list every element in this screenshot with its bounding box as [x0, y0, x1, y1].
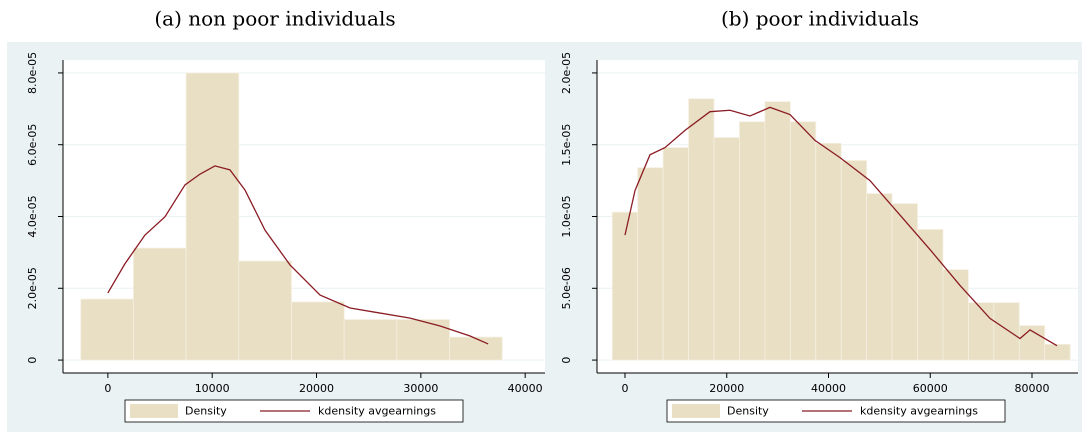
- density-line: [107, 165, 489, 345]
- legend-label: Density: [185, 405, 227, 418]
- histogram-bar: [133, 247, 187, 361]
- x-tick-label: 40000: [811, 382, 846, 395]
- histogram-bar: [343, 319, 398, 361]
- legend-label: Density: [727, 405, 769, 418]
- y-tick-label: 6.0e-05: [26, 124, 39, 166]
- x-tick-label: 0: [104, 382, 111, 395]
- histogram-bar: [713, 137, 740, 361]
- density-line: [624, 106, 1058, 347]
- y-tick-label: 5.0e-06: [560, 267, 573, 309]
- chart-title: (a) non poor individuals: [154, 7, 395, 31]
- histogram-bar: [449, 336, 503, 361]
- histogram-bar: [291, 301, 345, 361]
- histogram-bar: [942, 269, 969, 361]
- histogram-bar: [917, 229, 944, 361]
- chart-title: (b) poor individuals: [721, 7, 919, 31]
- legend-label: kdensity avgearnings: [860, 405, 978, 418]
- legend-swatch: [672, 404, 720, 418]
- histogram-bar: [840, 160, 868, 361]
- y-tick-label: 8.0e-05: [26, 52, 39, 94]
- y-tick-label: 0: [26, 357, 39, 364]
- x-tick-label: 20000: [709, 382, 744, 395]
- histogram-bar: [739, 121, 766, 361]
- histogram-bar: [396, 319, 450, 361]
- x-tick-label: 20000: [299, 382, 334, 395]
- histogram-bar: [637, 167, 664, 361]
- y-tick-label: 4.0e-05: [26, 195, 39, 237]
- x-tick-label: 10000: [195, 382, 230, 395]
- histogram-bar: [80, 298, 134, 361]
- legend-swatch: [130, 404, 178, 418]
- histogram-bar: [968, 302, 995, 361]
- y-tick-label: 1.5e-05: [560, 124, 573, 166]
- legend-label: kdensity avgearnings: [318, 405, 436, 418]
- histogram-bar: [238, 260, 292, 361]
- histogram-bar: [866, 193, 893, 361]
- histogram-bar: [891, 203, 918, 361]
- histogram-bar: [815, 142, 842, 361]
- y-tick-label: 2.0e-05: [26, 267, 39, 309]
- y-tick-label: 0: [560, 357, 573, 364]
- x-tick-label: 40000: [508, 382, 543, 395]
- histogram-bar: [789, 121, 817, 361]
- y-tick-label: 1.0e-05: [560, 195, 573, 237]
- y-tick-label: 2.0e-05: [560, 52, 573, 94]
- x-tick-label: 0: [621, 382, 628, 395]
- x-tick-label: 80000: [1015, 382, 1050, 395]
- x-tick-label: 30000: [403, 382, 438, 395]
- histogram-bar: [764, 101, 791, 361]
- histogram-bar: [993, 302, 1020, 361]
- histogram-bar: [611, 211, 639, 361]
- histogram-bar: [688, 98, 715, 361]
- histogram-bar: [1044, 343, 1071, 361]
- histogram-bar: [185, 72, 240, 361]
- histogram-bar: [662, 147, 689, 361]
- x-tick-label: 60000: [913, 382, 948, 395]
